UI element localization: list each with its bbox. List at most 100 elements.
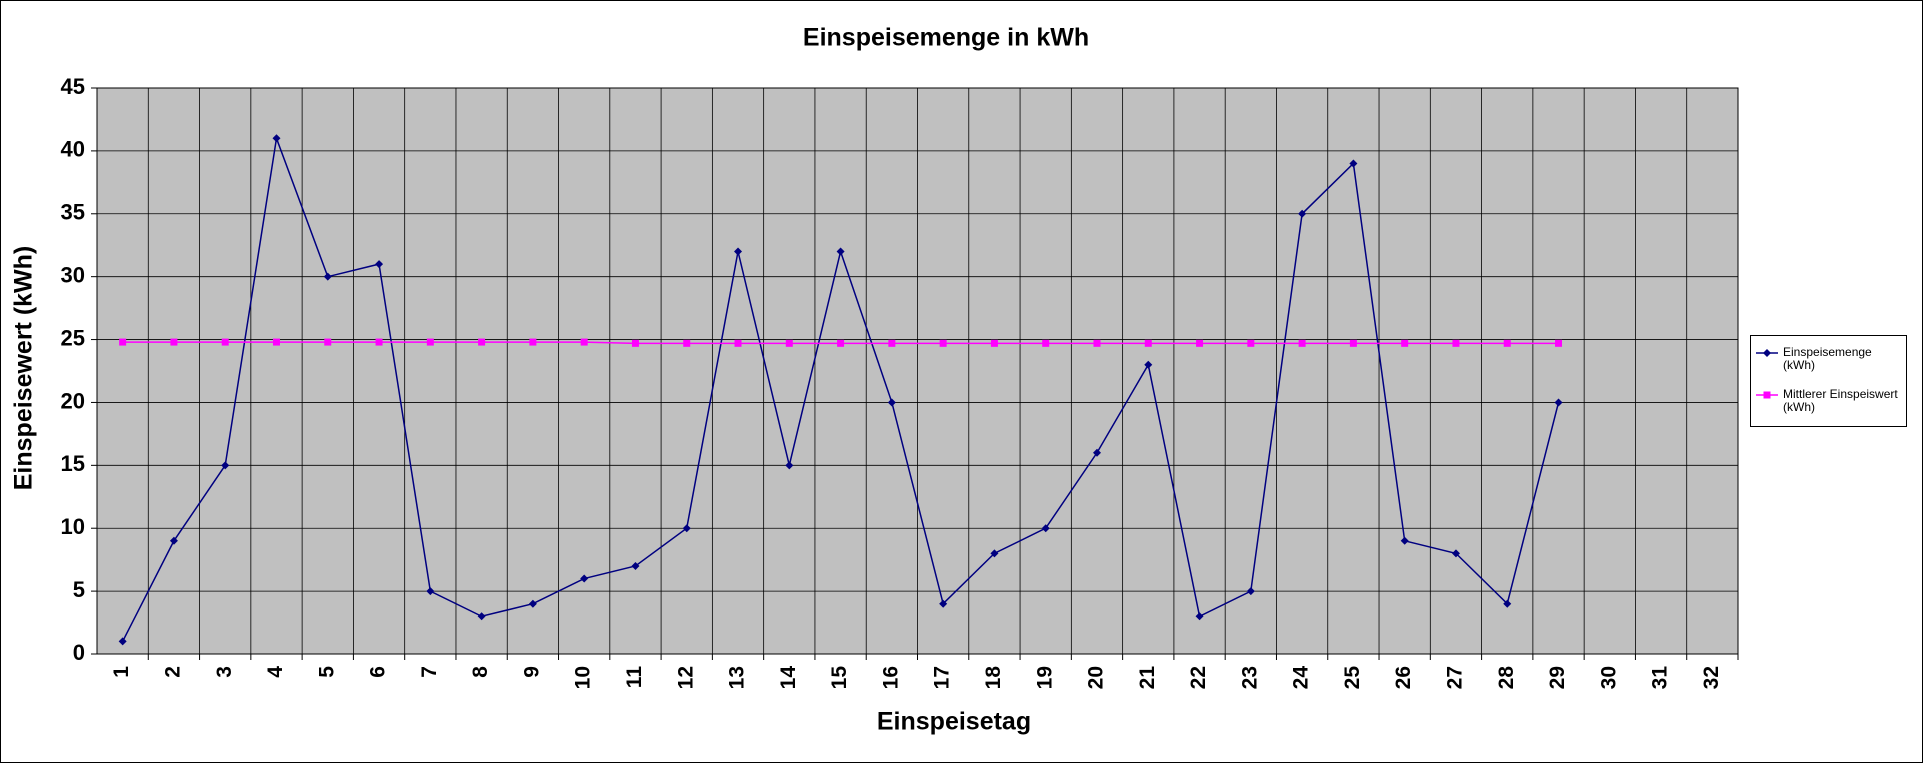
x-tick-label: 2 — [161, 666, 184, 678]
data-point — [1196, 339, 1204, 347]
data-point — [1247, 339, 1255, 347]
x-tick-label: 16 — [879, 666, 902, 689]
y-tick-label: 35 — [61, 200, 85, 225]
data-point — [1554, 398, 1563, 407]
x-tick-label: 11 — [623, 666, 646, 689]
data-point — [1503, 599, 1512, 608]
data-point — [1092, 448, 1101, 457]
data-point — [478, 338, 486, 346]
data-point — [375, 338, 383, 346]
x-tick-label: 23 — [1238, 666, 1261, 689]
data-point — [1503, 339, 1511, 347]
legend-item: Einspeisemenge (kWh) — [1755, 346, 1905, 372]
data-point — [631, 561, 640, 570]
x-tick-label: 14 — [777, 666, 800, 690]
data-point — [1298, 209, 1307, 218]
x-tick-label: 19 — [1033, 666, 1056, 689]
data-point — [734, 247, 743, 256]
data-point — [837, 339, 845, 347]
data-point — [529, 338, 537, 346]
x-tick-label: 26 — [1392, 666, 1415, 689]
x-tick-label: 4 — [264, 666, 287, 678]
data-point — [785, 461, 794, 470]
y-tick-label: 40 — [61, 137, 85, 162]
x-tick-label: 31 — [1649, 666, 1672, 690]
y-tick-label: 0 — [73, 640, 85, 665]
data-point — [528, 599, 537, 608]
chart-title: Einspeisemenge in kWh — [803, 24, 1089, 52]
data-point — [785, 339, 793, 347]
x-tick-label: 24 — [1290, 666, 1313, 690]
data-point — [683, 339, 691, 347]
x-tick-label: 1 — [110, 666, 133, 678]
legend-marker — [1763, 391, 1771, 399]
x-tick-label: 12 — [674, 666, 697, 689]
x-tick-label: 17 — [931, 666, 954, 689]
x-tick-label: 7 — [418, 666, 441, 678]
data-point — [1144, 339, 1152, 347]
y-tick-label: 30 — [61, 262, 85, 287]
data-point — [169, 536, 178, 545]
data-point — [1041, 524, 1050, 533]
y-tick-label: 45 — [61, 74, 85, 99]
x-axis-label: Einspeisetag — [877, 708, 1031, 736]
data-point — [1349, 159, 1358, 168]
data-point — [1093, 339, 1101, 347]
data-point — [170, 338, 178, 346]
x-tick-label: 20 — [1085, 666, 1108, 689]
data-point — [375, 260, 384, 269]
x-tick-label: 28 — [1495, 666, 1518, 690]
data-point — [1195, 612, 1204, 621]
data-point — [323, 272, 332, 281]
data-point — [990, 549, 999, 558]
data-point — [426, 587, 435, 596]
data-point — [1246, 587, 1255, 596]
data-point — [1144, 360, 1153, 369]
x-tick-label: 10 — [572, 666, 595, 689]
legend-item: Mittlerer Einspeiswert (kWh) — [1755, 388, 1905, 414]
y-tick-label: 25 — [61, 325, 85, 350]
data-point — [836, 247, 845, 256]
y-tick-label: 15 — [61, 451, 85, 476]
x-tick-label: 8 — [469, 666, 492, 678]
y-tick-label: 20 — [61, 388, 85, 413]
data-point — [939, 599, 948, 608]
data-point — [477, 612, 486, 621]
legend: Einspeisemenge (kWh) Mittlerer Einspeiswe… — [1750, 335, 1907, 427]
data-point — [118, 637, 127, 646]
data-point — [1042, 339, 1050, 347]
x-tick-label: 32 — [1700, 666, 1723, 689]
y-axis-label: Einspeisewert (kWh) — [10, 246, 38, 491]
data-point — [324, 338, 332, 346]
data-point — [426, 338, 434, 346]
x-tick-label: 13 — [726, 666, 749, 689]
y-tick-label: 5 — [73, 577, 85, 602]
x-tick-label: 29 — [1546, 666, 1569, 689]
data-point — [1400, 536, 1409, 545]
legend-symbol — [1756, 349, 1778, 357]
x-tick-label: 5 — [315, 666, 338, 678]
data-point — [221, 461, 230, 470]
y-tick-label: 10 — [61, 514, 85, 539]
x-tick-label: 3 — [213, 666, 236, 678]
data-point — [1298, 339, 1306, 347]
x-tick-label: 9 — [520, 666, 543, 678]
data-point — [631, 339, 639, 347]
series — [118, 134, 1563, 646]
data-point — [734, 339, 742, 347]
data-point — [1555, 339, 1563, 347]
data-point — [580, 574, 589, 583]
legend-marker — [1763, 349, 1771, 357]
data-point — [888, 339, 896, 347]
data-point — [119, 338, 127, 346]
data-point — [990, 339, 998, 347]
x-tick-label: 25 — [1341, 666, 1364, 690]
x-tick-label: 27 — [1444, 666, 1467, 689]
data-point — [221, 338, 229, 346]
legend-label: Einspeisemenge (kWh) — [1783, 345, 1872, 372]
data-point — [1451, 549, 1460, 558]
x-tick-label: 6 — [367, 666, 390, 678]
data-point — [1401, 339, 1409, 347]
